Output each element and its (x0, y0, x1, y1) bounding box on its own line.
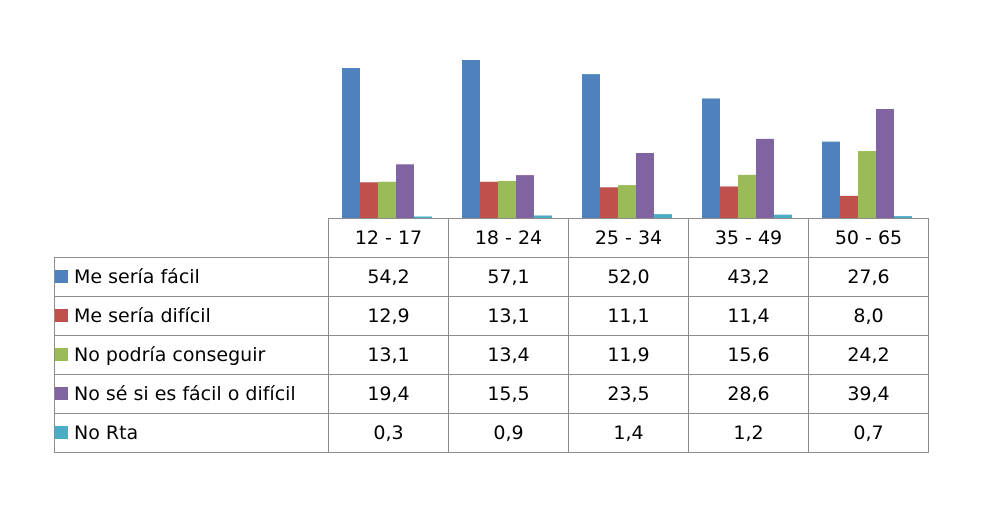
bar (516, 175, 534, 218)
bar (738, 174, 756, 218)
data-cell: 23,5 (568, 374, 689, 414)
bar (774, 214, 792, 218)
bar (636, 152, 654, 218)
bar (702, 98, 720, 218)
bar (654, 214, 672, 218)
table-body: Me sería fácil 54,2 57,1 52,0 43,2 27,6 Me ser… (54, 257, 929, 453)
table-row: Me sería difícil 12,9 13,1 11,1 11,4 8,0 (54, 296, 929, 336)
data-cell: 57,1 (448, 257, 569, 297)
data-cell: 13,1 (448, 296, 569, 336)
bar (480, 181, 498, 218)
data-cell: 27,6 (808, 257, 929, 297)
legend-swatch (55, 348, 68, 361)
series-label: Me sería fácil (54, 257, 329, 297)
data-cell: 1,4 (568, 413, 689, 453)
bar (618, 185, 636, 218)
bar (894, 216, 912, 218)
data-cell: 39,4 (808, 374, 929, 414)
bar (756, 138, 774, 218)
header-row: 12 - 17 18 - 24 25 - 34 35 - 49 50 - 65 (54, 218, 929, 258)
bar (582, 74, 600, 218)
data-table: 12 - 17 18 - 24 25 - 34 35 - 49 50 - 65 … (54, 218, 929, 453)
data-cell: 8,0 (808, 296, 929, 336)
data-cell: 28,6 (688, 374, 809, 414)
data-cell: 0,9 (448, 413, 569, 453)
bar (822, 141, 840, 218)
bars-group (342, 60, 912, 219)
data-cell: 15,5 (448, 374, 569, 414)
series-name: Me sería difícil (74, 305, 211, 327)
bar (720, 186, 738, 218)
bar (534, 215, 552, 218)
bar (462, 60, 480, 219)
bar (414, 216, 432, 218)
table-row: No Rta 0,3 0,9 1,4 1,2 0,7 (54, 413, 929, 453)
legend-swatch (55, 426, 68, 439)
data-cell: 52,0 (568, 257, 689, 297)
category-header: 18 - 24 (448, 218, 569, 258)
series-label: No Rta (54, 413, 329, 453)
series-name: No podría conseguir (74, 344, 266, 366)
data-cell: 11,4 (688, 296, 809, 336)
bar (360, 182, 378, 218)
data-cell: 13,4 (448, 335, 569, 375)
data-cell: 12,9 (328, 296, 449, 336)
table-row: No podría conseguir 13,1 13,4 11,9 15,6 24,2 (54, 335, 929, 375)
data-cell: 0,3 (328, 413, 449, 453)
bar (396, 164, 414, 218)
category-header: 12 - 17 (328, 218, 449, 258)
series-label: No sé si es fácil o difícil (54, 374, 329, 414)
table-row: Me sería fácil 54,2 57,1 52,0 43,2 27,6 (54, 257, 929, 297)
data-cell: 13,1 (328, 335, 449, 375)
bar (858, 151, 876, 218)
legend-swatch (55, 270, 68, 283)
series-name: No sé si es fácil o difícil (74, 383, 296, 405)
series-label: No podría conseguir (54, 335, 329, 375)
data-cell: 24,2 (808, 335, 929, 375)
bar (840, 195, 858, 218)
category-header: 35 - 49 (688, 218, 809, 258)
series-name: Me sería fácil (74, 266, 200, 288)
legend-swatch (55, 387, 68, 400)
corner-cell (54, 218, 329, 258)
series-name: No Rta (74, 422, 139, 444)
data-cell: 43,2 (688, 257, 809, 297)
table-row: No sé si es fácil o difícil 19,4 15,5 23,5 2… (54, 374, 929, 414)
bar (876, 108, 894, 218)
data-cell: 19,4 (328, 374, 449, 414)
bar (342, 68, 360, 219)
bar (600, 187, 618, 218)
category-header: 50 - 65 (808, 218, 929, 258)
data-cell: 1,2 (688, 413, 809, 453)
data-cell: 15,6 (688, 335, 809, 375)
series-label: Me sería difícil (54, 296, 329, 336)
data-cell: 11,9 (568, 335, 689, 375)
data-cell: 0,7 (808, 413, 929, 453)
bar (378, 181, 396, 218)
legend-swatch (55, 309, 68, 322)
data-cell: 54,2 (328, 257, 449, 297)
data-cell: 11,1 (568, 296, 689, 336)
category-header: 25 - 34 (568, 218, 689, 258)
bar (498, 180, 516, 218)
